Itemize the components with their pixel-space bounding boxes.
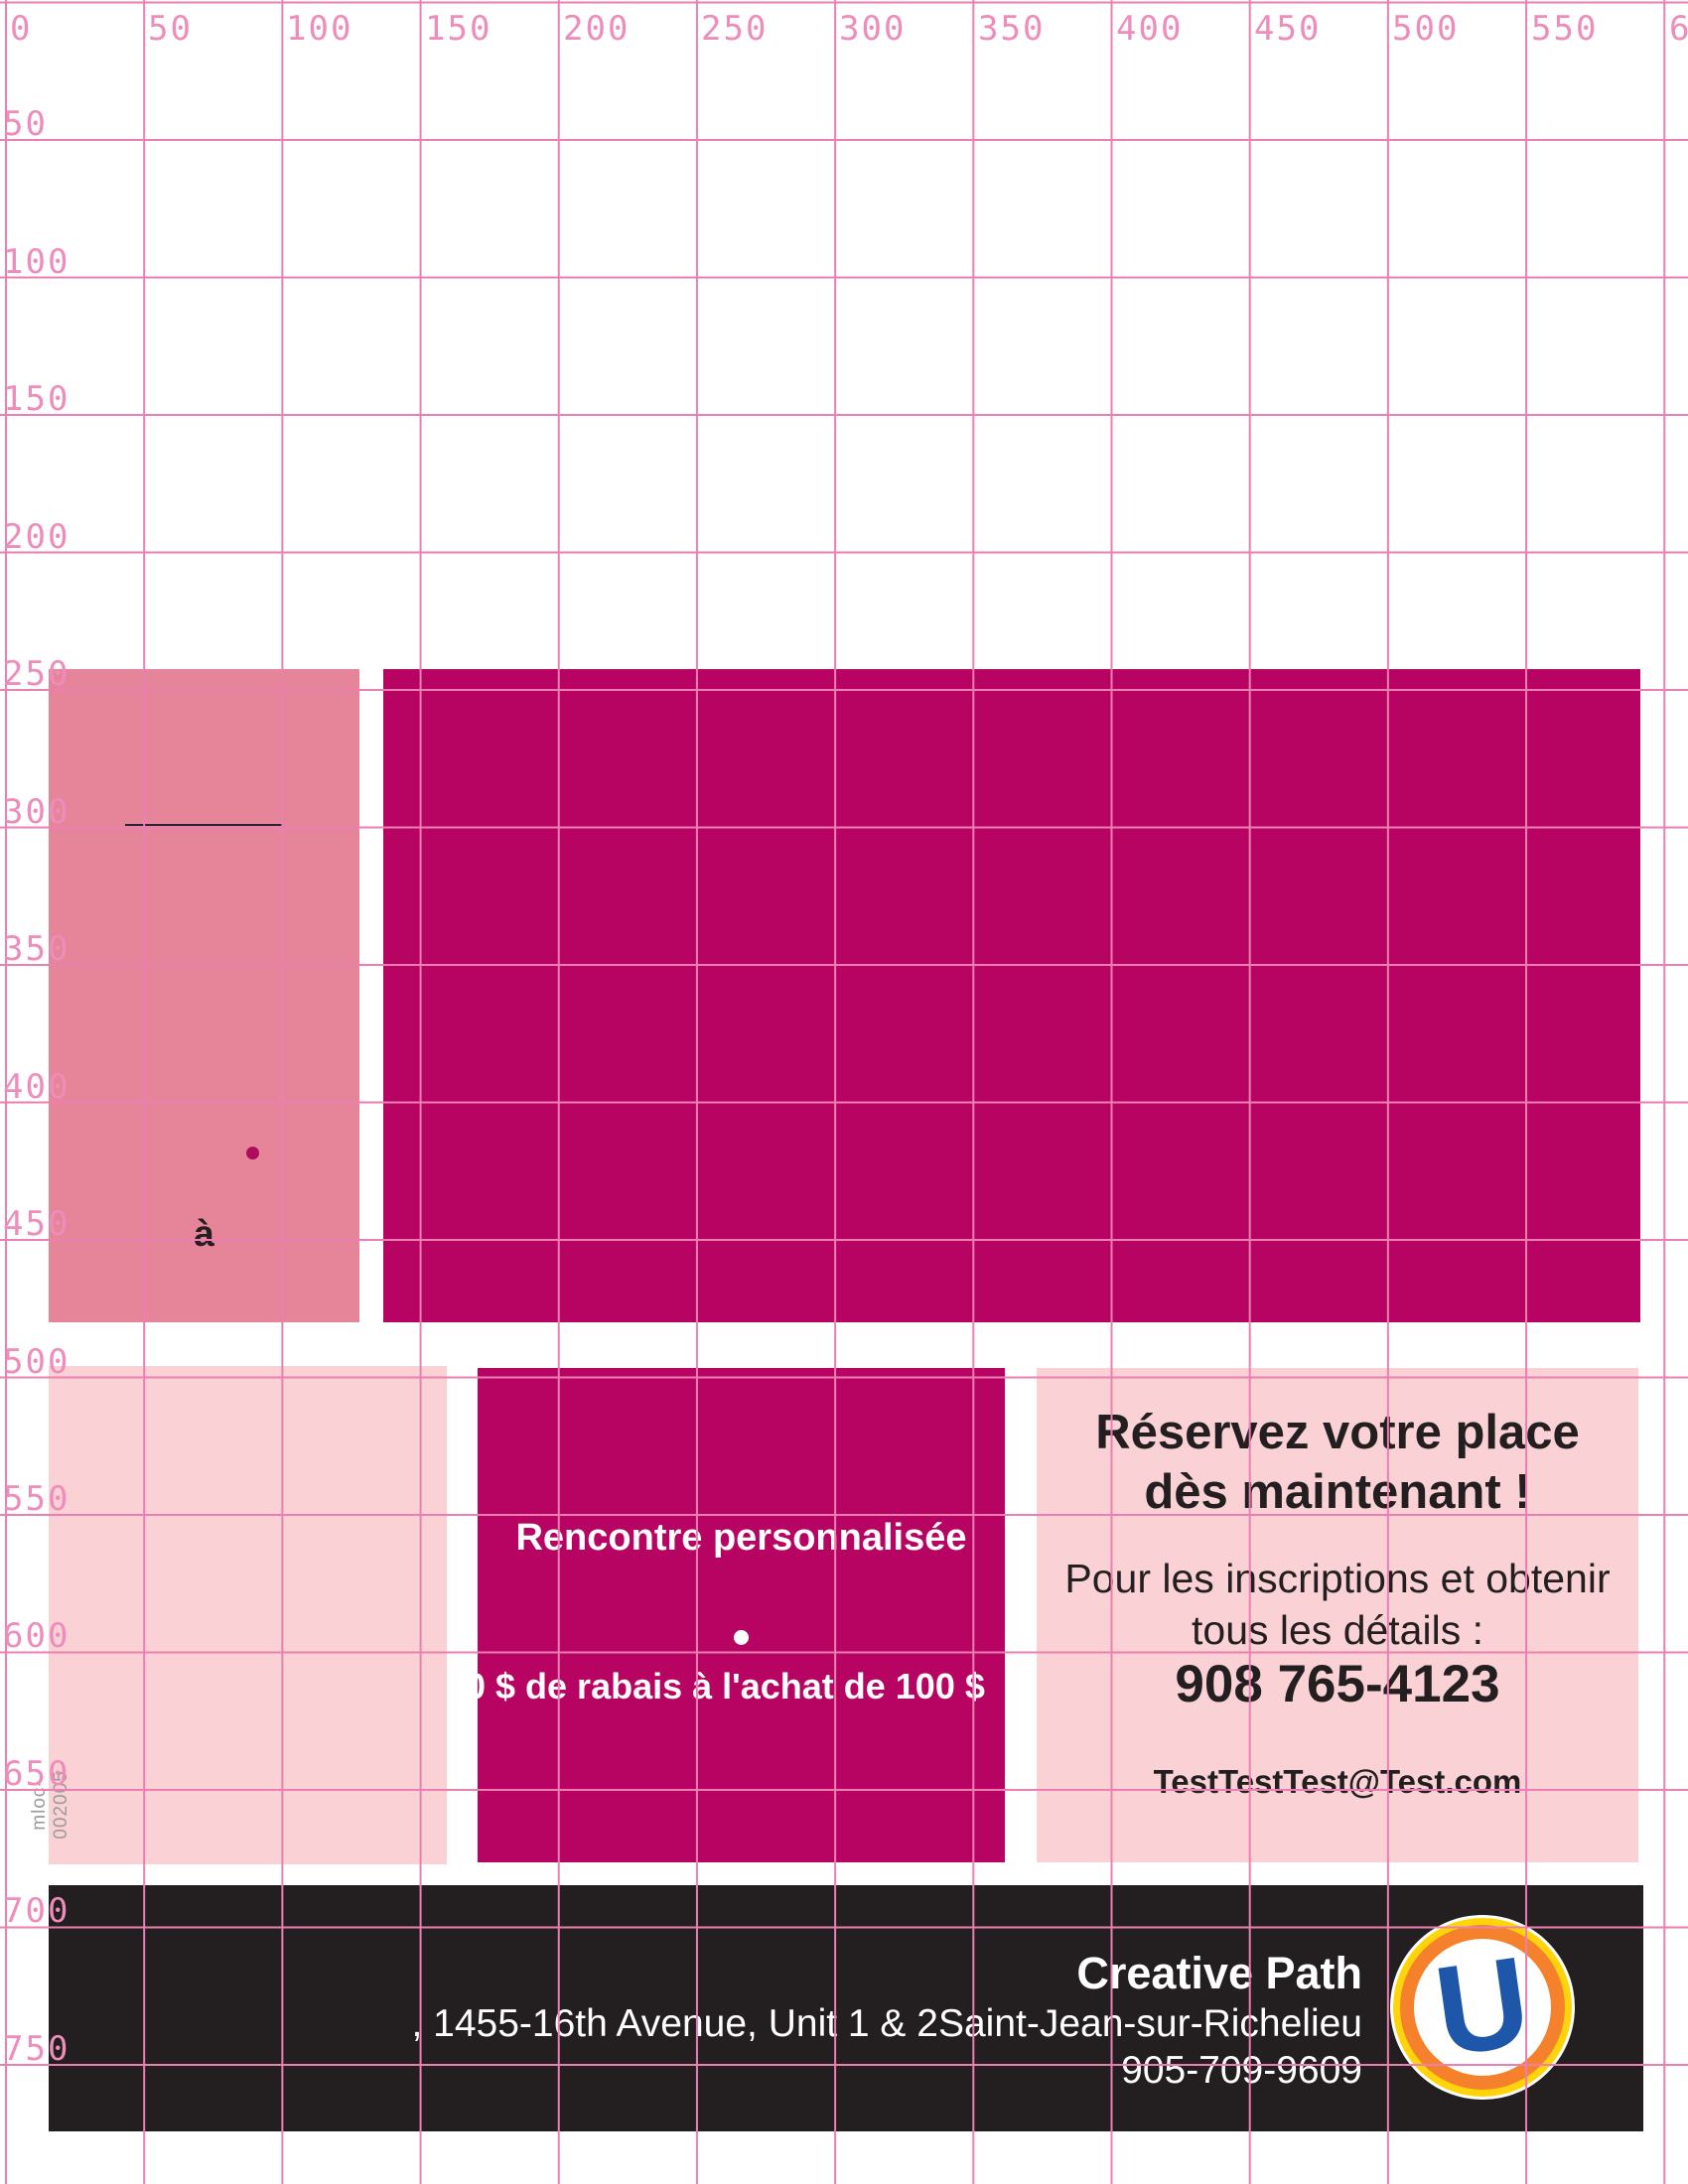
reservation-phone[interactable]: 908 765-4123	[1175, 1655, 1500, 1713]
reservation-email[interactable]: TestTestTest@Test.com	[1153, 1763, 1522, 1800]
promo-left-block[interactable]	[49, 1366, 447, 1864]
ruler-top-label: 400	[1116, 9, 1184, 49]
separator-dot-icon	[734, 1630, 749, 1645]
reservation-body-line2: tous les détails :	[1192, 1607, 1483, 1654]
footer-bar[interactable]: Creative Path , 1455-16th Avenue, Unit 1…	[49, 1885, 1643, 2131]
accent-dot	[246, 1147, 259, 1160]
ruler-left-label: 150	[3, 379, 70, 419]
thin-rule-line	[125, 824, 283, 826]
ruler-top-label: 300	[839, 9, 907, 49]
ruler-top-label: 350	[978, 9, 1046, 49]
ruler-left-label: 200	[3, 517, 70, 557]
side-code: mloc-002005	[29, 1770, 71, 1840]
reservation-title-line2: dès maintenant !	[1144, 1464, 1531, 1519]
reservation-body-line1: Pour les inscriptions et obtenir	[1064, 1556, 1611, 1601]
company-address[interactable]: , 1455-16th Avenue, Unit 1 & 2Saint-Jean…	[411, 2002, 1362, 2045]
promo-heading[interactable]: Rencontre personnalisée	[515, 1517, 967, 1559]
ruler-top-label: 600	[1669, 9, 1688, 49]
hero-image-block[interactable]	[383, 669, 1640, 1322]
ruler-top-label: 50	[148, 9, 193, 49]
ruler-left-label: 100	[3, 242, 70, 282]
ruler-left-label: 50	[3, 104, 48, 144]
rose-block-word[interactable]: à	[194, 1213, 214, 1254]
rose-block[interactable]: à	[49, 669, 359, 1322]
company-name[interactable]: Creative Path	[1076, 1948, 1362, 1998]
ruler-top-label: 200	[563, 9, 631, 49]
ruler-top-label: 500	[1392, 9, 1460, 49]
ruler-top-label: 0	[10, 9, 33, 49]
promo-offer-text[interactable]: 0 $ de rabais à l'achat de 100 $	[478, 1666, 985, 1706]
reservation-title-line1: Réservez votre place	[1095, 1406, 1580, 1459]
ruler-top-label: 450	[1254, 9, 1322, 49]
reservation-title[interactable]: Réservez votre place dès maintenant !	[1037, 1404, 1638, 1523]
promo-middle-block[interactable]: Rencontre personnalisée 0 $ de rabais à …	[478, 1368, 1005, 1862]
reservation-block[interactable]: Réservez votre place dès maintenant ! Po…	[1037, 1368, 1638, 1862]
ruler-top-label: 100	[286, 9, 353, 49]
footer-text-block[interactable]: Creative Path , 1455-16th Avenue, Unit 1…	[411, 1947, 1362, 2094]
brand-logo[interactable]: U	[1390, 1915, 1575, 2100]
company-phone[interactable]: 905-709-9609	[1121, 2049, 1362, 2092]
ruler-top-label: 150	[425, 9, 492, 49]
reservation-body[interactable]: Pour les inscriptions et obtenir tous le…	[1037, 1553, 1638, 1656]
ruler-top-label: 250	[701, 9, 769, 49]
logo-u-icon: U	[1427, 1930, 1538, 2084]
ruler-top-label: 550	[1531, 9, 1599, 49]
